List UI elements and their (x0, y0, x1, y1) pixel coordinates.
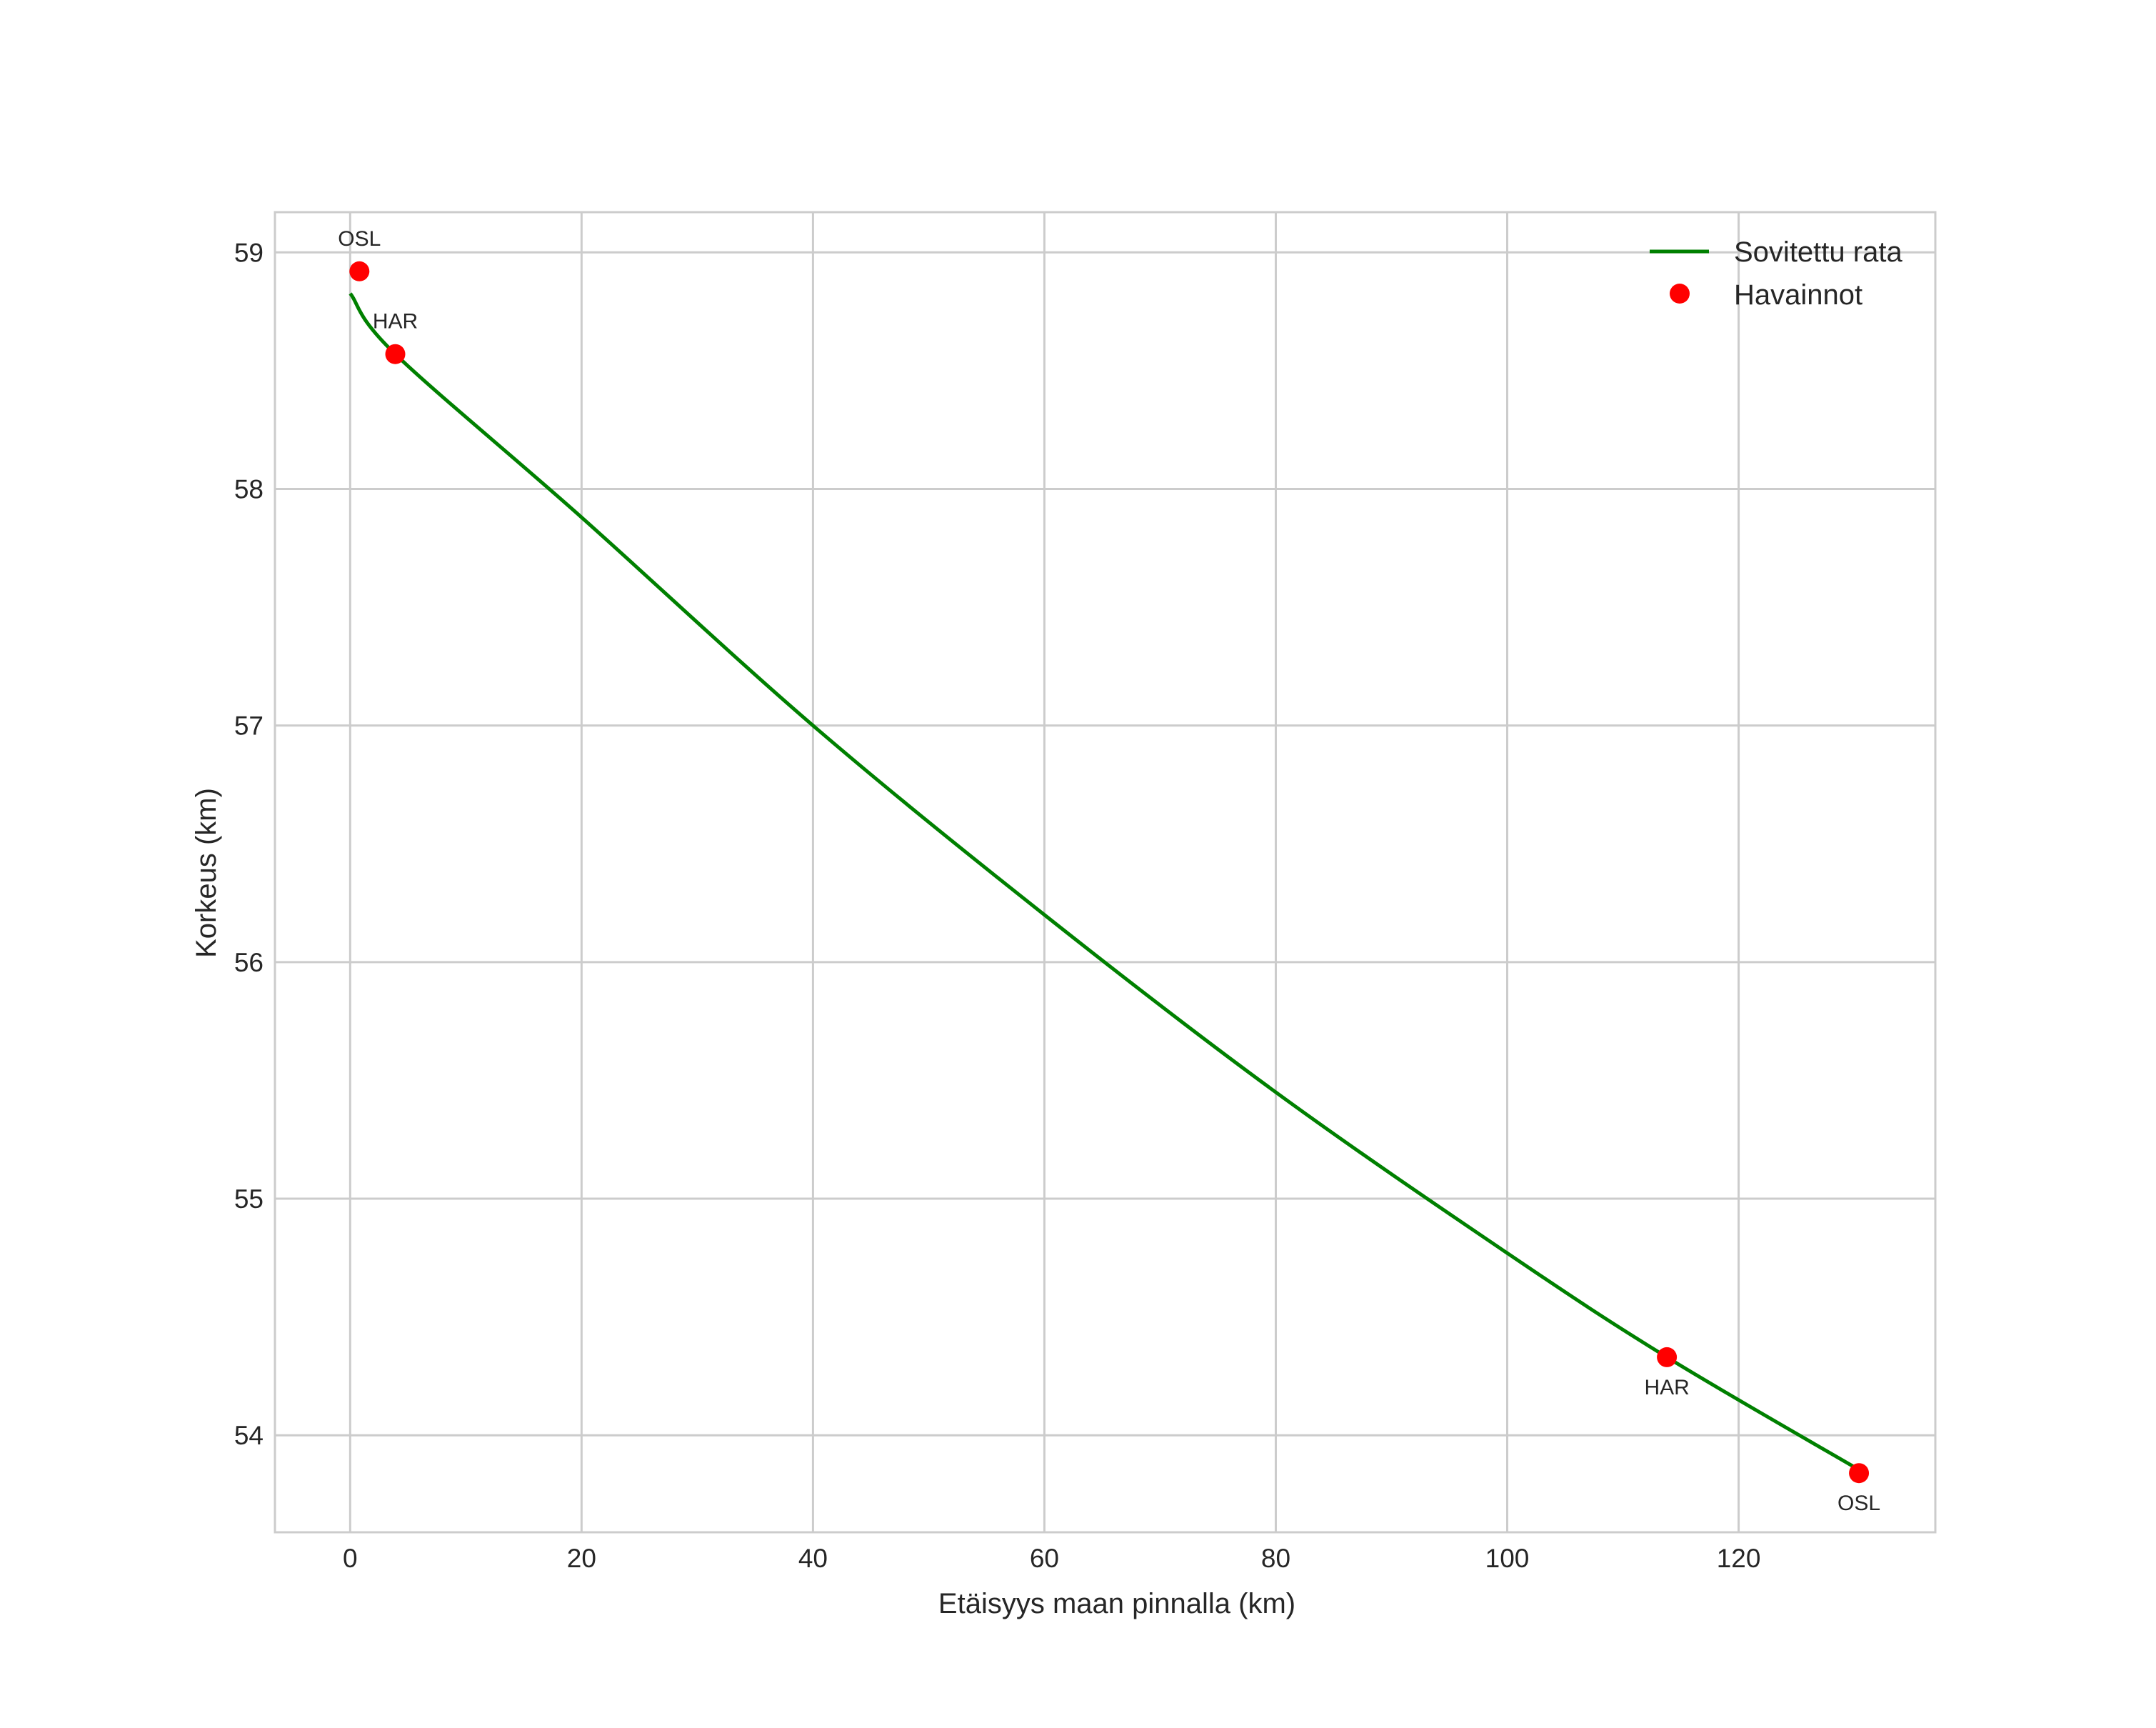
observation-point (1849, 1463, 1870, 1484)
axes-frame (274, 211, 1937, 1534)
point-annotation-label: HAR (373, 310, 418, 334)
observation-points (349, 261, 1870, 1484)
y-axis-label: Korkeus (km) (191, 788, 222, 958)
y-tick-label: 57 (234, 711, 264, 741)
x-axis-ticks: 0 20 40 60 80 100 120 (343, 1544, 1760, 1573)
y-tick-label: 58 (234, 474, 264, 504)
y-tick-label: 55 (234, 1184, 264, 1214)
x-tick-label: 20 (567, 1544, 596, 1573)
observation-point (349, 261, 370, 281)
y-tick-label: 59 (234, 238, 264, 267)
y-tick-label: 56 (234, 948, 264, 977)
plot-area: OSL HAR HAR OSL (274, 211, 1937, 1534)
y-tick-label: 54 (234, 1421, 264, 1450)
fitted-trajectory-path (349, 292, 1860, 1472)
x-tick-label: 60 (1030, 1544, 1059, 1573)
legend: Sovitettu rata Havainnot (1650, 236, 1902, 311)
legend-dot-icon (1670, 284, 1690, 304)
x-tick-label: 40 (798, 1544, 828, 1573)
point-annotation-label: OSL (1837, 1492, 1880, 1515)
x-tick-label: 80 (1261, 1544, 1290, 1573)
fitted-trajectory-line (349, 292, 1860, 1472)
x-axis-label: Etäisyys maan pinnalla (km) (938, 1588, 1295, 1619)
y-axis-ticks: 54 55 56 57 58 59 (234, 238, 264, 1450)
axes-background (275, 212, 1935, 1532)
point-annotation-label: HAR (1644, 1376, 1689, 1399)
legend-item-observations: Havainnot (1670, 279, 1862, 311)
legend-label-fitted: Sovitettu rata (1734, 236, 1902, 268)
observation-point (1657, 1347, 1678, 1367)
observation-point (385, 344, 406, 364)
legend-item-fitted: Sovitettu rata (1650, 236, 1902, 268)
legend-label-observations: Havainnot (1734, 279, 1862, 311)
x-tick-label: 120 (1717, 1544, 1761, 1573)
x-tick-label: 0 (343, 1544, 358, 1573)
point-annotation-label: OSL (338, 227, 381, 251)
x-tick-label: 100 (1485, 1544, 1530, 1573)
point-annotations: OSL HAR HAR OSL (338, 227, 1880, 1515)
